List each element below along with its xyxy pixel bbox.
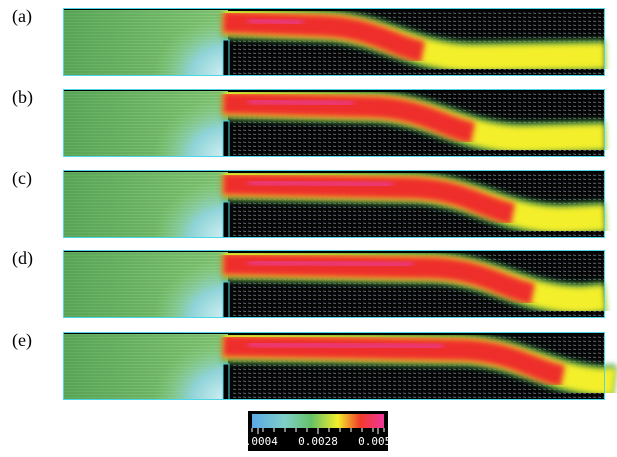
flow-panel [63,89,605,157]
jet-core [248,262,413,265]
colorbar-tick-label: 0.0052 [358,435,398,448]
flow-panel [63,250,605,318]
jet-core [248,344,443,347]
colorbar: 0.0004 0.0028 0.0052 [238,411,398,451]
panel-label: (d) [12,248,33,269]
panels: (a) (b) (c) (d) (e) [12,6,613,400]
panel-label: (e) [12,330,32,351]
figure-svg: (a) (b) (c) (d) (e) 0.0004 0.0028 0.0052 [0,0,617,457]
jet-core [248,20,303,23]
panel-label: (b) [12,87,33,108]
step [223,364,229,400]
flow-panel [63,8,605,76]
corner-glow [153,178,228,238]
jet-core [248,101,353,104]
corner-glow [153,97,228,157]
step [223,121,229,157]
panel-label: (c) [12,168,32,189]
step [223,282,229,318]
panel-label: (a) [12,6,32,27]
colorbar-gradient [252,414,384,428]
flow-panel [63,170,605,238]
corner-glow [153,16,228,76]
colorbar-tick-label: 0.0028 [298,435,338,448]
step [223,202,229,238]
flow-panel [63,332,613,400]
jet-core [248,182,393,185]
figure: (a) (b) (c) (d) (e) 0.0004 0.0028 0.0052 [0,0,617,457]
corner-glow [153,340,228,400]
step [223,40,229,76]
corner-glow [153,258,228,318]
colorbar-tick-label: 0.0004 [238,435,278,448]
